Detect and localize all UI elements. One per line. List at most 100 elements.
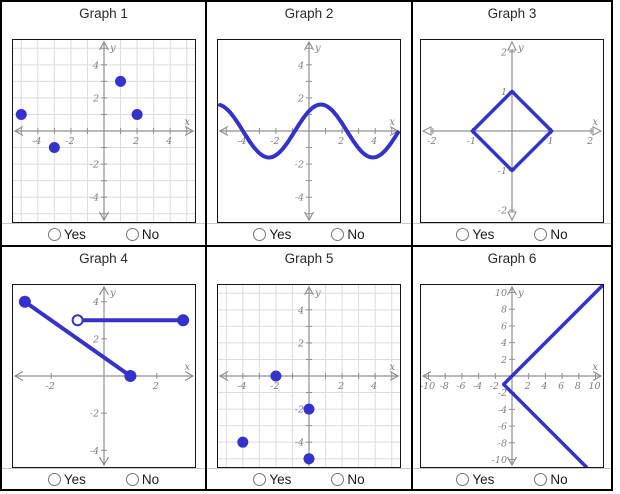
svg-text:-4: -4 (498, 405, 507, 416)
svg-text:2: 2 (337, 136, 344, 147)
yes-label: Yes (269, 227, 292, 242)
graph-cell-6: Graph 6 -10 -8 -6 -4 -2 2 4 6 8 10 -10 -8 -6 -4 -2 2 4 6 8… (413, 247, 611, 489)
svg-text:2: 2 (500, 47, 507, 58)
svg-text:2: 2 (297, 338, 304, 349)
yes-no-row: Yes No (2, 223, 205, 245)
no-option[interactable]: No (331, 227, 365, 242)
svg-text:-4: -4 (89, 193, 98, 204)
no-option[interactable]: No (331, 472, 365, 487)
no-option[interactable]: No (125, 472, 160, 487)
yes-radio[interactable] (47, 228, 61, 241)
graph-cell-3: Graph 3 -2 -1 1 2 -2 -1 1 2 x y Yes No (413, 2, 611, 247)
yes-label: Yes (472, 472, 495, 487)
yes-radio[interactable] (47, 473, 61, 486)
svg-text:-6: -6 (456, 381, 465, 392)
svg-text:4: 4 (370, 136, 377, 147)
yes-no-row: Yes No (413, 223, 611, 245)
yes-option[interactable]: Yes (253, 227, 291, 242)
no-radio[interactable] (125, 228, 139, 241)
yes-label: Yes (472, 227, 495, 242)
svg-text:4: 4 (297, 60, 304, 71)
svg-text:-1: -1 (467, 136, 476, 147)
svg-text:y: y (517, 43, 524, 54)
graph-5-plot: -4 -2 2 4 -4 -2 2 4 x y (217, 284, 401, 468)
svg-text:2: 2 (132, 136, 139, 147)
svg-text:-4: -4 (237, 381, 246, 392)
graph-title: Graph 6 (487, 251, 537, 266)
yes-option[interactable]: Yes (253, 472, 291, 487)
svg-text:-8: -8 (498, 438, 507, 449)
graph-cell-5: Graph 5 -4 -2 2 4 -4 -2 2 4 x y Yes No (207, 247, 413, 489)
svg-text:-2: -2 (89, 160, 98, 171)
svg-text:-4: -4 (32, 136, 41, 147)
svg-text:x: x (389, 117, 395, 128)
graph-title: Graph 5 (284, 251, 334, 266)
yes-label: Yes (63, 472, 86, 487)
yes-option[interactable]: Yes (456, 472, 494, 487)
yes-option[interactable]: Yes (456, 227, 494, 242)
svg-text:y: y (109, 288, 116, 299)
svg-text:y: y (517, 288, 524, 299)
svg-text:-2: -2 (270, 381, 279, 392)
yes-no-row: Yes No (207, 468, 411, 489)
no-label: No (550, 227, 568, 242)
yes-radio[interactable] (253, 228, 267, 241)
yes-label: Yes (269, 472, 292, 487)
yes-radio[interactable] (456, 473, 470, 486)
svg-text:1: 1 (548, 136, 554, 147)
svg-text:2: 2 (337, 381, 344, 392)
no-label: No (550, 472, 568, 487)
no-radio[interactable] (125, 473, 139, 486)
svg-text:-1: -1 (498, 166, 507, 177)
svg-text:-2: -2 (65, 136, 74, 147)
svg-text:1: 1 (501, 87, 507, 98)
svg-text:-2: -2 (498, 206, 507, 217)
plot-area: -4 -2 2 4 -4 -2 2 4 x y (2, 28, 205, 223)
no-radio[interactable] (534, 228, 548, 241)
yes-option[interactable]: Yes (47, 227, 86, 242)
no-radio[interactable] (331, 473, 345, 486)
no-option[interactable]: No (534, 472, 568, 487)
svg-text:4: 4 (91, 60, 98, 71)
no-radio[interactable] (534, 473, 548, 486)
no-option[interactable]: No (534, 227, 568, 242)
svg-text:-2: -2 (295, 160, 304, 171)
graph-title: Graph 2 (284, 6, 334, 21)
graph-cell-2: Graph 2 -4 -2 2 4 -4 -2 2 4 x y Yes No (207, 2, 413, 247)
yes-radio[interactable] (253, 473, 267, 486)
svg-text:-2: -2 (498, 388, 507, 399)
svg-text:y: y (314, 43, 321, 54)
svg-text:-2: -2 (45, 381, 54, 392)
graph-title: Graph 4 (79, 251, 128, 266)
svg-text:-2: -2 (295, 405, 304, 416)
graph-cell-1: Graph 1 -4 -2 2 4 -4 -2 2 4 x y Yes No (2, 2, 207, 247)
svg-text:4: 4 (540, 381, 547, 392)
svg-text:4: 4 (91, 297, 98, 308)
svg-text:-4: -4 (89, 446, 98, 457)
svg-text:-10: -10 (492, 455, 507, 466)
svg-text:y: y (109, 43, 116, 54)
svg-text:8: 8 (501, 305, 507, 316)
svg-text:4: 4 (297, 305, 304, 316)
svg-text:-8: -8 (440, 381, 449, 392)
svg-text:x: x (592, 362, 598, 373)
graph-1-plot: -4 -2 2 4 -4 -2 2 4 x y (11, 39, 196, 223)
plot-area: -2 -1 1 2 -2 -1 1 2 x y (413, 28, 611, 223)
svg-text:-10: -10 (420, 381, 435, 392)
plot-area: -2 2 -4 -2 2 4 x y (2, 273, 205, 468)
svg-text:2: 2 (91, 334, 98, 345)
yes-radio[interactable] (456, 228, 470, 241)
svg-text:2: 2 (297, 93, 304, 104)
graph-4-plot: -2 2 -4 -2 2 4 x y (11, 284, 196, 468)
svg-text:10: 10 (495, 288, 507, 299)
yes-option[interactable]: Yes (47, 472, 86, 487)
graph-title: Graph 1 (79, 6, 128, 21)
no-label: No (141, 472, 160, 487)
plot-area: -4 -2 2 4 -4 -2 2 4 x y (207, 28, 411, 223)
graph-2-plot: -4 -2 2 4 -4 -2 2 4 x y (217, 39, 401, 223)
no-radio[interactable] (331, 228, 345, 241)
yes-no-row: Yes No (413, 468, 611, 489)
no-option[interactable]: No (125, 227, 159, 242)
svg-text:2: 2 (91, 93, 98, 104)
